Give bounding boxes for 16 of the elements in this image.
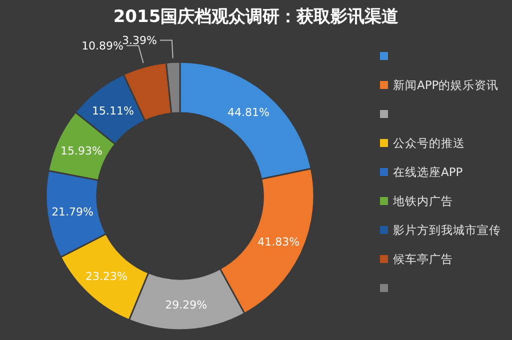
data-label: 15.11% xyxy=(92,104,134,118)
data-label: 29.29% xyxy=(165,298,208,312)
legend-label: 在线选座APP xyxy=(393,165,463,179)
data-label: 41.83% xyxy=(258,235,300,248)
data-label: 23.23% xyxy=(86,270,128,283)
chart-title: 2015国庆档观众调研：获取影讯渠道 xyxy=(113,7,399,27)
legend-label: 公众号的推送 xyxy=(393,136,465,150)
data-label: 10.89% xyxy=(82,40,124,53)
legend-label: 新闻APP的娱乐资讯 xyxy=(393,78,499,92)
legend-label: 影片方到我城市宣传 xyxy=(393,223,501,237)
legend-label: 地铁内广告 xyxy=(392,194,453,208)
data-label: 21.79% xyxy=(52,205,94,218)
data-label: 3.39% xyxy=(122,34,157,48)
data-label: 44.81% xyxy=(227,106,270,119)
data-label: 15.93% xyxy=(60,144,102,158)
legend-label: 候车亭广告 xyxy=(393,252,453,266)
